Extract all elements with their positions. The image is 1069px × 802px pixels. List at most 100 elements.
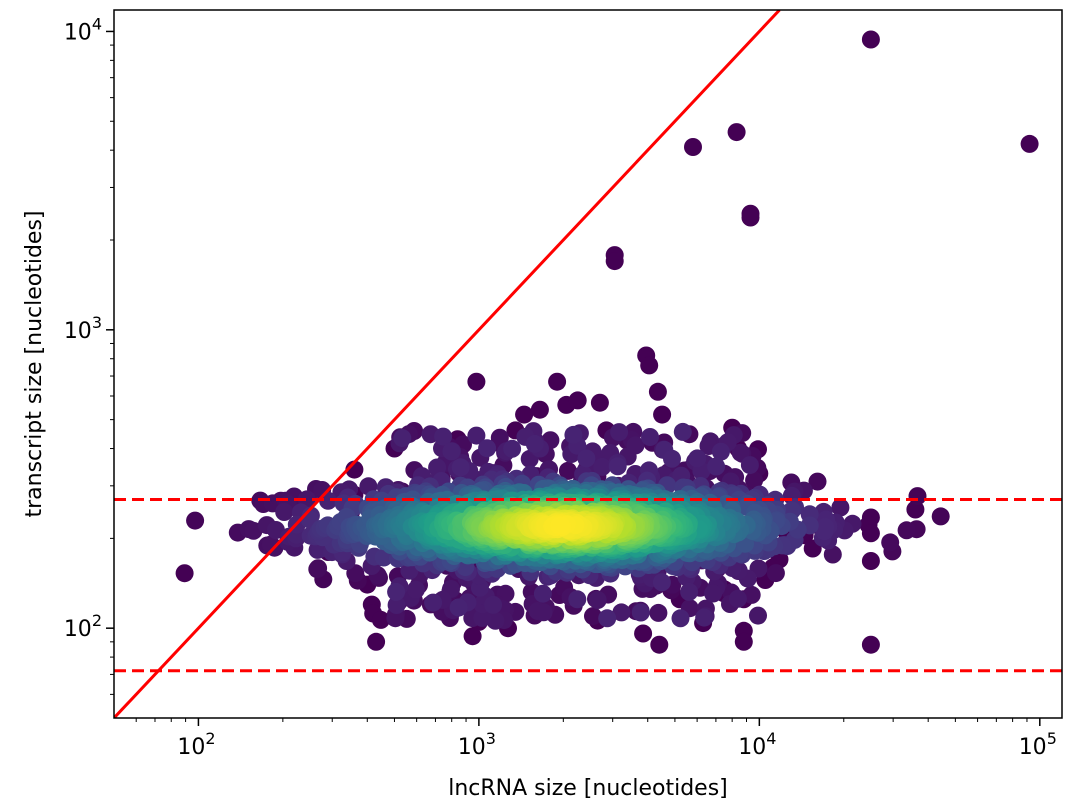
data-point xyxy=(649,603,668,622)
data-point xyxy=(631,603,650,622)
data-point xyxy=(734,632,753,651)
data-point xyxy=(386,609,405,628)
data-point xyxy=(652,573,671,592)
data-point xyxy=(387,596,406,614)
data-point xyxy=(605,252,624,271)
data-point xyxy=(467,426,486,445)
data-point xyxy=(548,372,567,391)
data-point xyxy=(515,405,534,424)
data-point xyxy=(740,456,759,475)
data-point xyxy=(533,584,552,603)
data-point xyxy=(861,552,880,570)
data-point xyxy=(749,606,767,625)
plot-frame xyxy=(113,9,1063,719)
data-point xyxy=(881,533,900,552)
data-point xyxy=(727,123,746,142)
data-point xyxy=(387,582,406,601)
data-point xyxy=(695,608,714,627)
data-point xyxy=(275,503,294,521)
data-point xyxy=(400,561,419,580)
data-point xyxy=(608,457,627,476)
data-point xyxy=(612,603,631,622)
data-point xyxy=(704,584,723,603)
data-point xyxy=(393,429,412,448)
identity-line xyxy=(114,10,781,718)
data-point xyxy=(467,372,486,391)
data-point xyxy=(175,564,194,583)
tick-label: 103 xyxy=(64,313,102,344)
data-point xyxy=(831,498,850,517)
data-point xyxy=(610,423,629,442)
data-point xyxy=(931,507,950,526)
data-point xyxy=(463,627,482,646)
data-point xyxy=(442,442,461,461)
data-point xyxy=(626,436,645,455)
data-point xyxy=(808,472,827,491)
data-point xyxy=(552,516,571,535)
data-point xyxy=(742,585,761,604)
data-point xyxy=(568,590,587,609)
data-point xyxy=(731,443,750,462)
data-point xyxy=(406,580,425,599)
data-point xyxy=(261,535,280,554)
data-point xyxy=(671,609,690,628)
data-point xyxy=(568,391,587,410)
tick-label: 104 xyxy=(738,729,776,760)
data-point xyxy=(424,593,443,612)
tick-label: 103 xyxy=(458,729,496,760)
data-point xyxy=(428,458,447,477)
data-point xyxy=(641,428,659,446)
data-point xyxy=(745,471,764,490)
data-point xyxy=(711,442,730,461)
data-point xyxy=(577,449,596,468)
data-point xyxy=(673,422,692,441)
data-point xyxy=(823,545,842,564)
data-point xyxy=(688,449,707,468)
data-point xyxy=(79,507,97,525)
tick-label: 104 xyxy=(64,14,102,45)
data-point xyxy=(588,591,607,609)
data-point xyxy=(640,356,659,375)
data-point xyxy=(367,632,386,651)
data-point xyxy=(564,425,583,444)
data-point xyxy=(908,487,927,506)
data-point xyxy=(451,458,470,477)
data-point xyxy=(478,439,497,458)
data-point xyxy=(861,524,880,543)
data-point xyxy=(558,461,577,480)
data-point xyxy=(525,434,544,453)
data-point xyxy=(680,582,699,601)
data-point xyxy=(728,589,747,608)
tick-label: 102 xyxy=(64,611,102,642)
data-point xyxy=(534,603,553,622)
data-point xyxy=(584,607,602,626)
data-point xyxy=(741,208,760,227)
data-point xyxy=(598,609,617,628)
data-point xyxy=(484,595,503,614)
x-axis-label: lncRNA size [nucleotides] xyxy=(448,776,728,801)
data-point xyxy=(503,439,522,458)
data-point xyxy=(473,608,492,627)
data-point xyxy=(653,405,672,424)
data-point xyxy=(634,624,653,643)
tick-label: 102 xyxy=(177,729,215,760)
data-point xyxy=(684,138,702,156)
data-point xyxy=(707,457,726,476)
data-point xyxy=(530,400,549,419)
y-axis-label: transcript size [nucleotides] xyxy=(22,210,47,517)
data-point xyxy=(590,393,609,412)
data-point xyxy=(816,518,835,536)
data-point xyxy=(648,382,667,401)
data-points xyxy=(79,30,1039,654)
data-point xyxy=(1020,134,1039,153)
data-point xyxy=(861,30,880,49)
data-point xyxy=(309,559,328,578)
data-point xyxy=(593,457,612,476)
data-point xyxy=(663,449,681,468)
data-point xyxy=(861,635,880,654)
data-point xyxy=(434,427,453,446)
tick-label: 105 xyxy=(1019,729,1057,760)
data-point xyxy=(766,564,785,583)
data-point xyxy=(897,521,916,540)
